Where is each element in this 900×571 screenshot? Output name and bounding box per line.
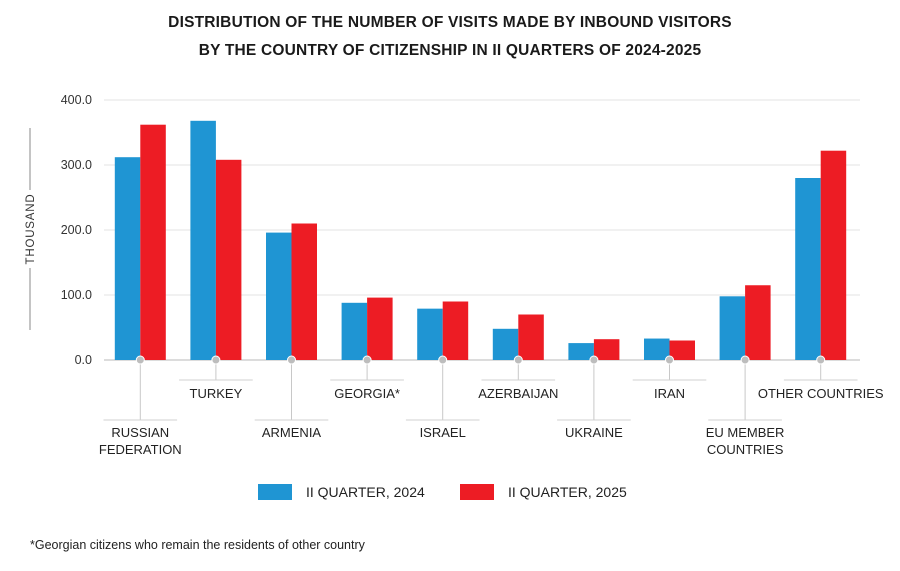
- bar-2024: [719, 296, 746, 360]
- y-tick-label: 300.0: [61, 158, 92, 172]
- category-label: TURKEY: [190, 386, 243, 401]
- category-label: IRAN: [654, 386, 685, 401]
- y-tick-label: 100.0: [61, 288, 92, 302]
- bar-2024: [417, 308, 443, 360]
- bar-2025: [215, 159, 242, 360]
- bar-2024: [266, 232, 292, 360]
- category-marker: [438, 355, 448, 365]
- category-label: FEDERATION: [99, 442, 182, 457]
- category-marker: [816, 355, 826, 365]
- legend-swatch-2024: [258, 484, 292, 500]
- legend-item-2024: II QUARTER, 2024: [258, 484, 425, 500]
- category-marker: [665, 355, 674, 365]
- bar-2025: [442, 301, 469, 360]
- category-marker: [287, 355, 296, 365]
- chart-title-line-1: DISTRIBUTION OF THE NUMBER OF VISITS MAD…: [168, 14, 732, 31]
- legend-item-2025: II QUARTER, 2025: [460, 484, 627, 500]
- category-marker: [211, 355, 221, 365]
- category-marker: [513, 355, 523, 365]
- category-label: ARMENIA: [262, 425, 322, 440]
- y-tick-label: 400.0: [61, 93, 92, 107]
- bar-2025: [820, 150, 847, 360]
- bar-2025: [745, 285, 771, 360]
- bar-2024: [492, 328, 519, 360]
- category-marker: [362, 355, 372, 365]
- category-label: ISRAEL: [420, 425, 466, 440]
- legend-label-2024: II QUARTER, 2024: [306, 484, 425, 500]
- bar-2025: [367, 297, 393, 360]
- bar-2024: [644, 338, 670, 360]
- legend-swatch-2025: [460, 484, 494, 500]
- category-label: RUSSIAN: [111, 425, 169, 440]
- footnote: *Georgian citizens who remain the reside…: [30, 538, 365, 552]
- y-tick-label: 0.0: [75, 353, 92, 367]
- bar-2024: [114, 157, 141, 360]
- category-label: EU MEMBER: [706, 425, 785, 440]
- category-label: OTHER COUNTRIES: [758, 386, 884, 401]
- bar-2024: [341, 302, 368, 360]
- category-label: GEORGIA*: [334, 386, 400, 401]
- category-label: UKRAINE: [565, 425, 623, 440]
- category-marker: [589, 355, 599, 365]
- bar-2025: [669, 340, 695, 360]
- bar-2025: [140, 124, 166, 360]
- category-label: COUNTRIES: [707, 442, 784, 457]
- bar-2025: [518, 314, 544, 360]
- legend-label-2025: II QUARTER, 2025: [508, 484, 627, 500]
- category-label: AZERBAIJAN: [478, 386, 558, 401]
- category-marker: [135, 355, 145, 365]
- y-axis-label: THOUSAND: [25, 194, 37, 265]
- bar-2024: [795, 178, 821, 360]
- bar-2025: [593, 339, 620, 360]
- chart-title-line-2: BY THE COUNTRY OF CITIZENSHIP IN II QUAR…: [198, 42, 702, 59]
- bar-chart: 0.0 100.0 200.0 300.0 400.0 THOUSAND RUSSIAN FE…: [25, 93, 884, 457]
- bar-2024: [568, 343, 594, 360]
- bar-2024: [190, 120, 216, 360]
- category-marker: [740, 355, 750, 365]
- y-tick-label: 200.0: [61, 223, 92, 237]
- bar-2025: [291, 223, 317, 360]
